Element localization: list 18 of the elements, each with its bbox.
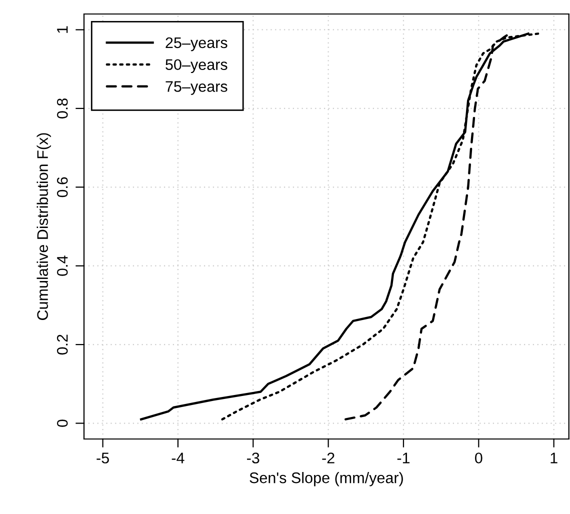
y-tick-label: 0.6 <box>56 177 68 198</box>
y-tick-label: 0.2 <box>56 334 68 355</box>
y-tick-label: 1 <box>57 26 68 33</box>
legend-label: 25–years <box>166 37 228 52</box>
x-tick-label: -4 <box>172 452 184 464</box>
x-axis-title: Sen's Slope (mm/year) <box>250 472 403 486</box>
y-tick-label: 0.4 <box>56 256 68 276</box>
x-tick-label: -1 <box>397 452 410 464</box>
x-tick-label: -5 <box>96 452 109 464</box>
y-tick-label: 0 <box>56 420 68 427</box>
y-axis-title: Cumulative Distribution F(x) <box>36 133 51 320</box>
legend-label: 75–years <box>166 81 228 95</box>
x-tick-label: 1 <box>550 452 558 464</box>
legend-label: 50–years <box>166 59 228 74</box>
x-tick-label: 0 <box>475 452 482 464</box>
x-tick-label: -2 <box>322 452 334 464</box>
x-tick-label: -3 <box>247 452 260 464</box>
y-tick-label: 0.8 <box>56 98 68 118</box>
